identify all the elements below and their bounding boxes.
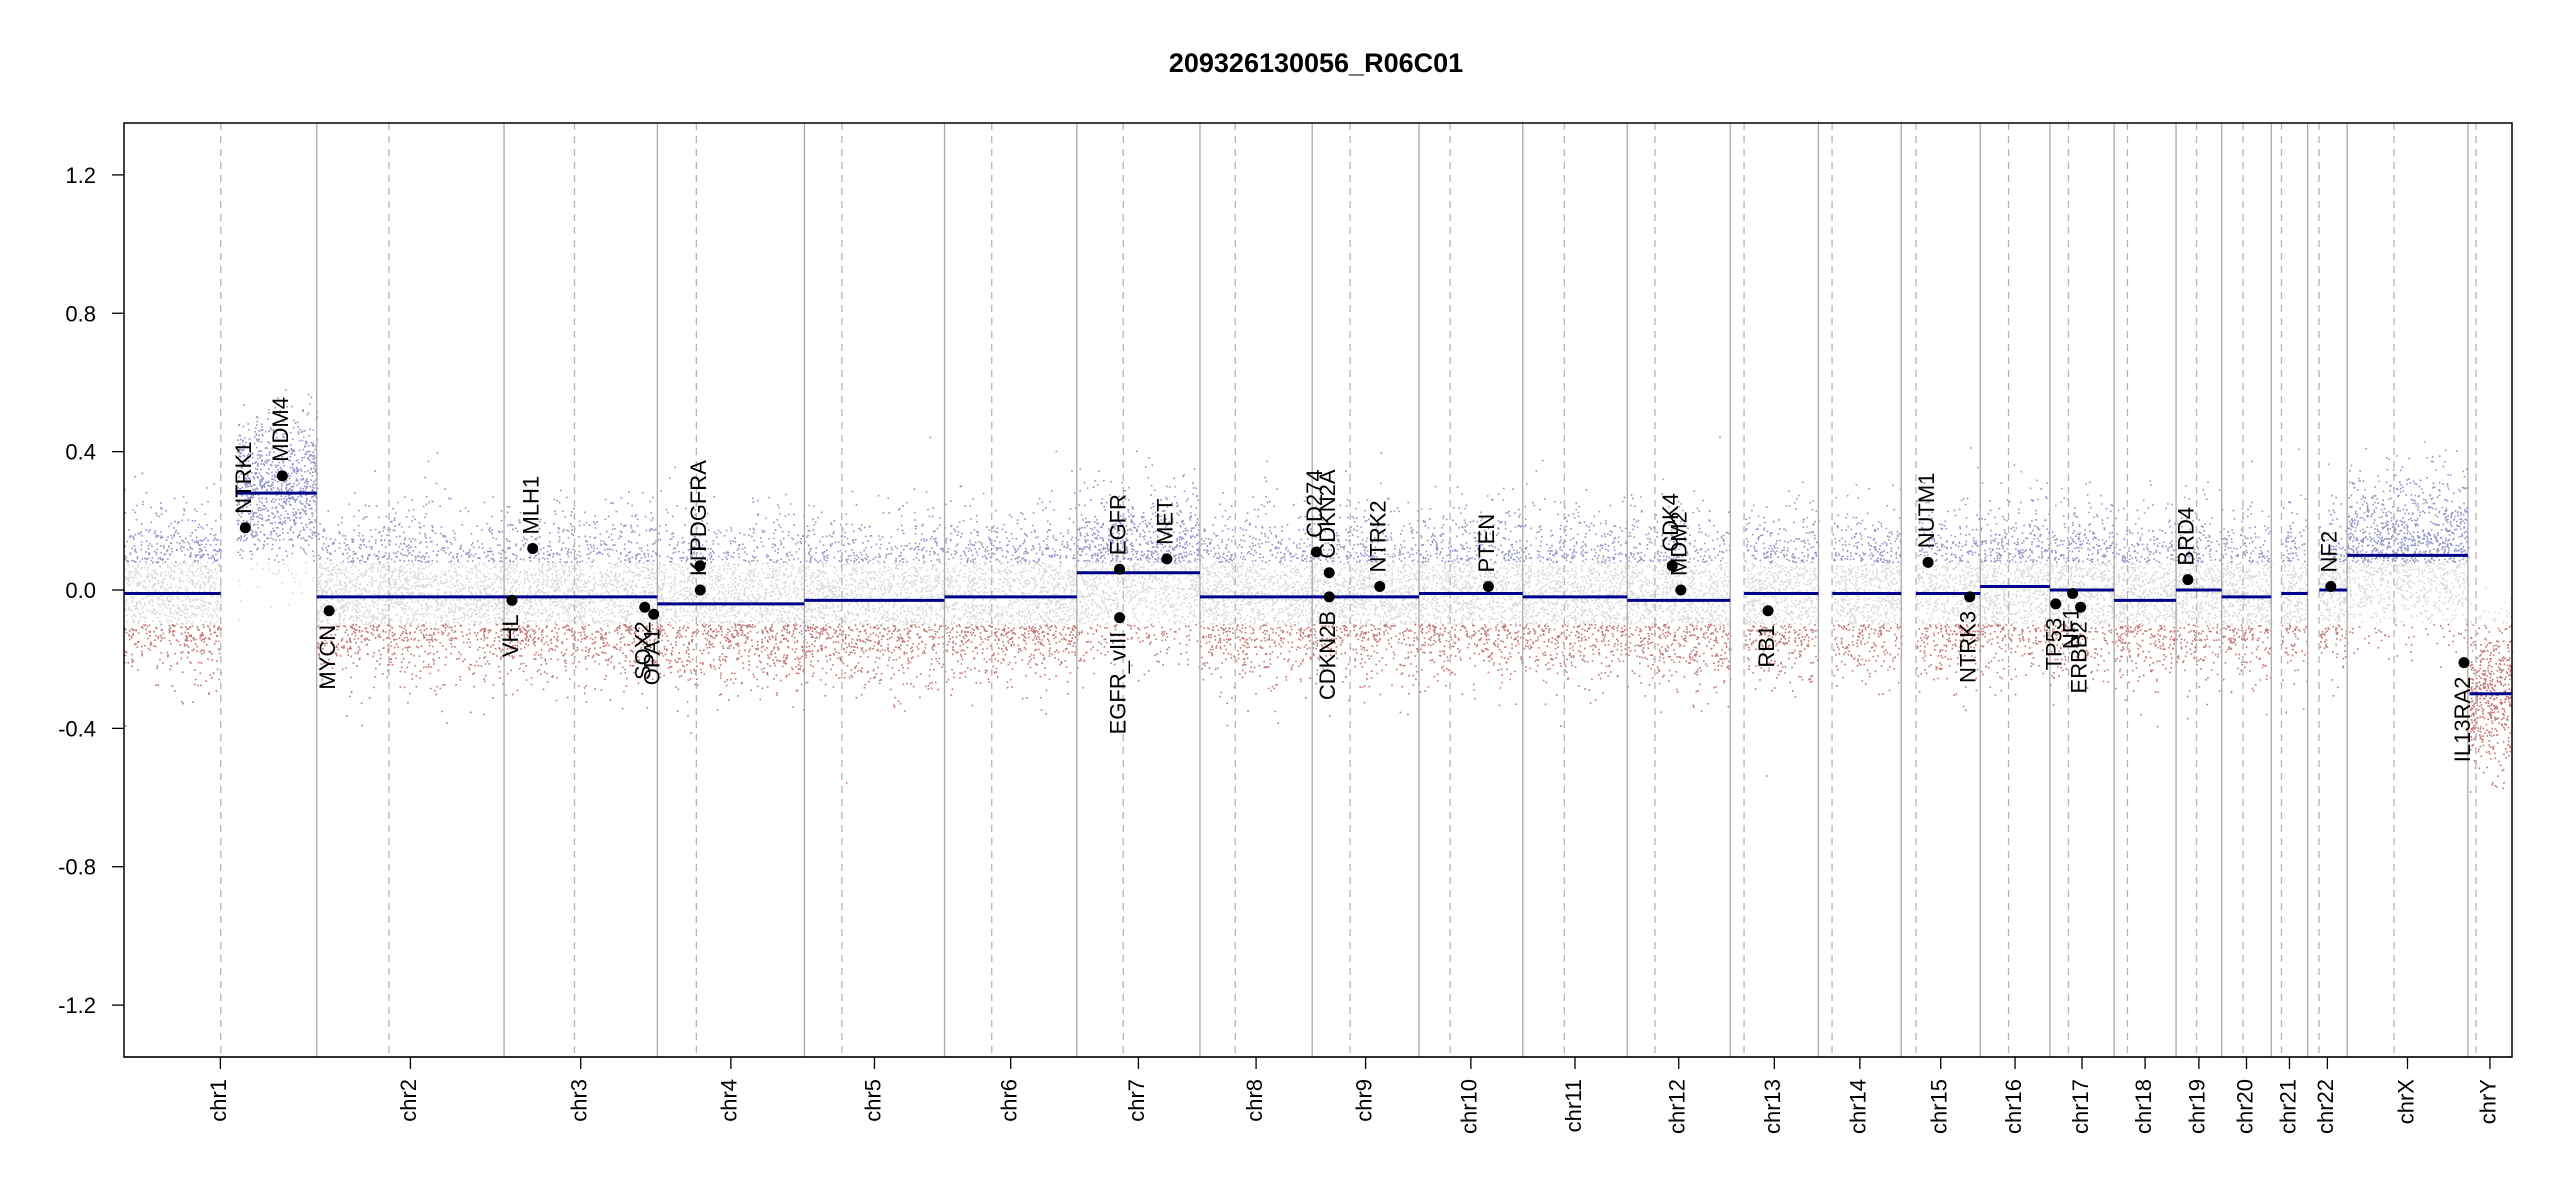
gene-dot xyxy=(1964,591,1976,603)
gene-label: SOX2 xyxy=(631,621,656,680)
x-tick-label: chr11 xyxy=(1561,1079,1586,1132)
gene-dot xyxy=(1114,563,1126,575)
y-tick-label: 0.0 xyxy=(65,578,96,603)
gene-label: MYCN xyxy=(315,625,340,690)
segments xyxy=(124,491,2512,696)
y-tick-label: 0.8 xyxy=(65,301,96,326)
gene-label: NF1 xyxy=(2058,608,2083,650)
gene-dot xyxy=(2067,587,2079,599)
x-tick-label: chrX xyxy=(2393,1079,2418,1125)
gene-dot xyxy=(1666,560,1678,572)
gene-label: CDKN2B xyxy=(1315,611,1340,700)
gene-label: NTRK2 xyxy=(1366,500,1391,572)
x-tick-label: chr10 xyxy=(1457,1079,1482,1134)
x-tick-label: chr4 xyxy=(717,1079,742,1122)
x-tick-label: chr13 xyxy=(1760,1079,1785,1134)
gene-dot xyxy=(1482,581,1494,593)
gene-dot xyxy=(527,542,539,554)
gene-dot xyxy=(506,594,518,606)
gene-label: IL13RA2 xyxy=(2450,677,2475,763)
x-tick-label: chr20 xyxy=(2232,1079,2257,1134)
x-tick-label: chr2 xyxy=(396,1079,421,1122)
gene-dot xyxy=(1922,556,1934,568)
gene-label: PTEN xyxy=(1474,514,1499,573)
gene-label: NTRK3 xyxy=(1956,611,1981,683)
gene-dot xyxy=(239,522,251,534)
gene-label: CDKN2A xyxy=(1315,469,1340,559)
gene-label: CDK4 xyxy=(1658,493,1683,552)
x-tick-label: chr19 xyxy=(2185,1079,2210,1134)
gene-label: OPA1 xyxy=(640,628,665,685)
gene-dot xyxy=(1310,546,1322,558)
plot-frame xyxy=(123,122,2513,1058)
x-tick-label: chr9 xyxy=(1351,1079,1376,1122)
gene-dot xyxy=(1374,581,1386,593)
probe-points xyxy=(124,389,2514,793)
gene-dot xyxy=(2182,574,2194,586)
gene-dot xyxy=(694,560,706,572)
gene-dot xyxy=(1114,612,1126,624)
y-tick-label: 1.2 xyxy=(65,163,96,188)
gene-dot xyxy=(1675,584,1687,596)
gene-label: MDM2 xyxy=(1667,511,1692,576)
gene-label: KIT xyxy=(686,542,711,576)
x-tick-label: chr17 xyxy=(2068,1079,2093,1134)
gene-label: NUTM1 xyxy=(1914,473,1939,549)
y-tick-label: -1.2 xyxy=(58,993,96,1018)
x-tick-label: chr16 xyxy=(2001,1079,2026,1134)
gene-dot xyxy=(2050,598,2062,610)
gene-label: CD274 xyxy=(1302,469,1327,537)
gene-dot xyxy=(323,605,335,617)
gene-dot xyxy=(1323,567,1335,579)
gene-label: VHL xyxy=(498,614,523,657)
x-tick-label: chr8 xyxy=(1242,1079,1267,1122)
gene-dot xyxy=(1762,605,1774,617)
gene-dot xyxy=(694,584,706,596)
x-tick-label: chr5 xyxy=(860,1079,885,1122)
x-tick-label: chr15 xyxy=(1927,1079,1952,1134)
gene-dot xyxy=(2325,581,2337,593)
y-tick-label: -0.4 xyxy=(58,716,96,741)
gene-dot xyxy=(648,608,660,620)
gene-label: MDM4 xyxy=(268,397,293,462)
x-tick-label: chrY xyxy=(2476,1079,2501,1125)
gene-dot xyxy=(639,601,651,613)
gene-dot xyxy=(276,470,288,482)
x-tick-label: chr6 xyxy=(997,1079,1022,1122)
gene-label: EGFR_vIII xyxy=(1105,632,1130,735)
gene-dot xyxy=(1323,591,1335,603)
y-tick-label: -0.8 xyxy=(58,855,96,880)
gain-probes xyxy=(124,389,2470,564)
gene-dot xyxy=(2075,601,2087,613)
x-tick-label: chr1 xyxy=(206,1079,231,1122)
x-tick-label: chr12 xyxy=(1665,1079,1690,1134)
gene-label: ERBB2 xyxy=(2066,621,2091,693)
gene-label: MET xyxy=(1153,498,1178,544)
chart-title: 209326130056_R06C01 xyxy=(1169,48,1463,78)
x-tick-label: chr21 xyxy=(2275,1079,2300,1134)
gene-dot xyxy=(1161,553,1173,565)
gene-label: TP53 xyxy=(2042,618,2067,671)
gene-label: NTRK1 xyxy=(231,442,256,514)
x-tick-label: chr3 xyxy=(567,1079,592,1122)
gene-label: NF2 xyxy=(2317,531,2342,573)
gene-dot xyxy=(2458,657,2470,669)
gene-label: MLH1 xyxy=(519,476,544,535)
x-tick-label: chr14 xyxy=(1846,1079,1871,1134)
axes: chr1 chr2 chr3 chr4 chr5 chr6 chr7 chr8 chr9 chr1… xyxy=(58,163,2512,1134)
gene-label: BRD4 xyxy=(2174,507,2199,566)
x-tick-label: chr22 xyxy=(2313,1079,2338,1134)
gene-label: PDGFRA xyxy=(686,460,711,552)
gene-label: RB1 xyxy=(1754,625,1779,668)
x-tick-label: chr18 xyxy=(2131,1079,2156,1134)
gene-label: EGFR xyxy=(1105,494,1130,555)
y-tick-label: 0.4 xyxy=(65,440,96,465)
x-tick-label: chr7 xyxy=(1124,1079,1149,1122)
